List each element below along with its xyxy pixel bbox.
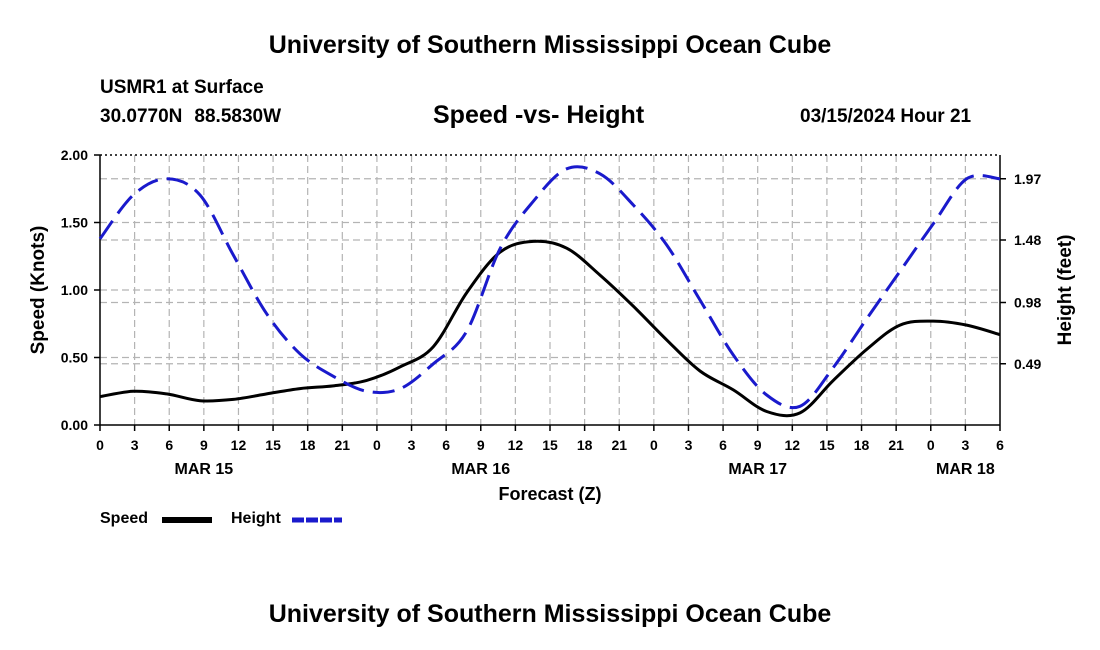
station-label: USMR1 at Surface: [100, 77, 264, 98]
y-tick-label: 0.50: [61, 350, 88, 366]
series-line-speed: [99, 239, 1001, 418]
x-tick-label: 6: [719, 437, 727, 453]
x-tick-label: 12: [785, 437, 801, 453]
legend-height-label: Height: [231, 510, 281, 527]
y-axis-title: Speed (Knots): [28, 226, 49, 355]
x-tick-label: 6: [996, 437, 1004, 453]
forecast-datetime: 03/15/2024 Hour 21: [800, 106, 972, 127]
y2-tick-label: 0.98: [1014, 295, 1041, 311]
x-tick-label: 15: [265, 437, 281, 453]
x-tick-label: 0: [927, 437, 935, 453]
y-tick-label: 2.00: [61, 147, 88, 163]
coordinates: 30.0770N 88.5830W: [100, 106, 281, 128]
date-label: MAR 15: [175, 461, 234, 478]
x-tick-label: 3: [131, 437, 139, 453]
x-tick-label: 15: [819, 437, 835, 453]
y2-tick-label: 1.97: [1014, 171, 1041, 187]
x-tick-label: 9: [754, 437, 762, 453]
x-tick-label: 6: [442, 437, 450, 453]
x-tick-label: 3: [408, 437, 416, 453]
x-tick-label: 15: [542, 437, 558, 453]
x-tick-label: 9: [477, 437, 485, 453]
y-tick-label: 1.50: [61, 215, 88, 231]
x-tick-label: 0: [96, 437, 104, 453]
latitude: 30.0770N: [100, 106, 183, 127]
chart-main-title: University of Southern Mississippi Ocean…: [268, 31, 832, 59]
x-tick-label: 12: [231, 437, 247, 453]
x-tick-label: 21: [335, 437, 351, 453]
y2-tick-label: 1.48: [1014, 232, 1041, 248]
x-tick-label: 6: [165, 437, 173, 453]
x-axis-title: Forecast (Z): [498, 484, 601, 504]
x-tick-label: 9: [200, 437, 208, 453]
x-tick-label: 12: [508, 437, 524, 453]
x-tick-label: 0: [373, 437, 381, 453]
x-tick-label: 21: [611, 437, 627, 453]
y-tick-label: 1.00: [61, 282, 88, 298]
y-tick-label: 0.00: [61, 417, 88, 433]
date-label: MAR 18: [936, 461, 995, 478]
longitude: 88.5830W: [194, 106, 282, 127]
series-line-height: [98, 165, 1001, 410]
date-label: MAR 17: [728, 461, 787, 478]
legend-speed-label: Speed: [100, 510, 149, 527]
chart-subtitle: Speed -vs- Height: [433, 101, 645, 129]
footer-title: University of Southern Mississippi Ocean…: [268, 600, 832, 628]
y2-axis-title: Height (feet): [1055, 235, 1076, 346]
x-tick-label: 21: [888, 437, 904, 453]
date-label: MAR 16: [451, 461, 510, 478]
x-tick-label: 18: [300, 437, 316, 453]
x-tick-label: 0: [650, 437, 658, 453]
y2-tick-label: 0.49: [1014, 356, 1041, 372]
x-tick-label: 3: [961, 437, 969, 453]
x-tick-label: 18: [854, 437, 870, 453]
x-tick-label: 3: [685, 437, 693, 453]
x-tick-label: 18: [577, 437, 593, 453]
